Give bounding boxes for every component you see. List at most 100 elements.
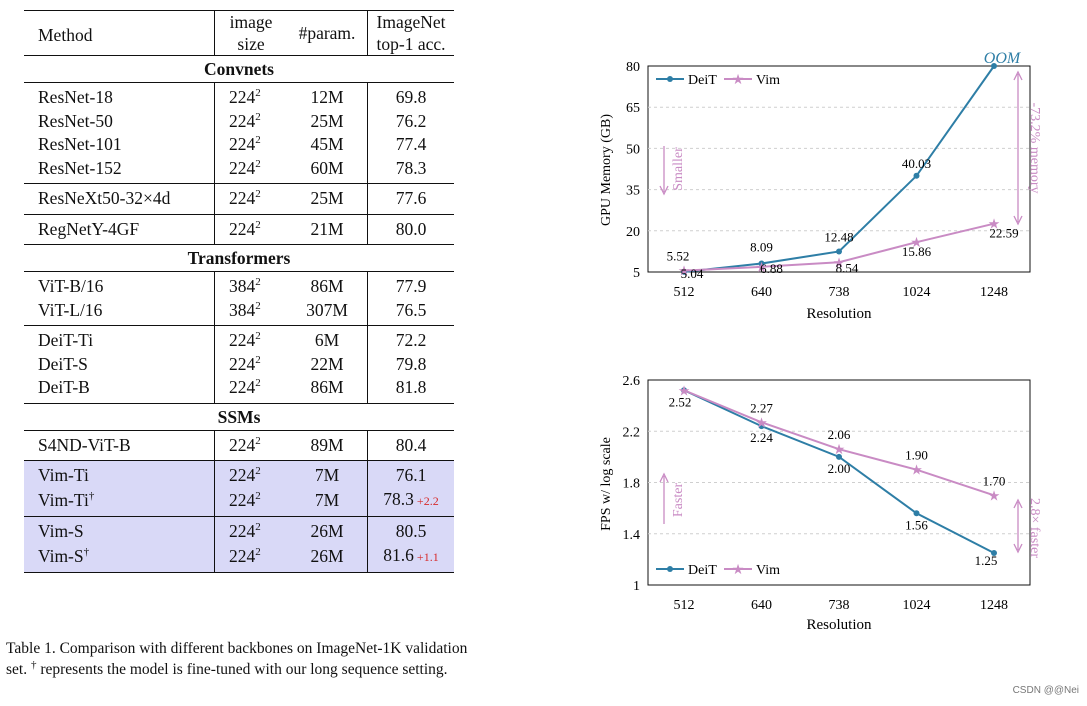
data-label: 40.03 bbox=[902, 156, 931, 171]
table-row: ResNet-50 2242 25M 76.2 bbox=[24, 109, 454, 133]
legend-marker-vim: ★ bbox=[732, 563, 745, 578]
legend-marker-vim: ★ bbox=[732, 73, 745, 88]
legend-label-deit: DeiT bbox=[688, 563, 717, 578]
data-label: 22.59 bbox=[989, 226, 1018, 241]
data-point-deit bbox=[991, 549, 997, 556]
data-label: 2.00 bbox=[828, 461, 851, 476]
table-row: ResNet-152 2242 60M 78.3 bbox=[24, 156, 454, 184]
data-label: 1.90 bbox=[905, 448, 928, 463]
y-tick-label: 20 bbox=[626, 225, 640, 240]
data-point-deit bbox=[758, 260, 765, 267]
header-accuracy: ImageNet top-1 acc. bbox=[367, 10, 454, 56]
legend-marker-deit bbox=[667, 76, 673, 82]
data-point-vim: ★ bbox=[833, 256, 846, 271]
gpu-memory-chart: 5 20 35 50 65 80 512 640 738 1024 1248 GPU Memory… bbox=[599, 50, 1042, 322]
data-point-deit bbox=[836, 453, 842, 460]
data-label: 1.25 bbox=[975, 553, 998, 568]
x-tick-label: 512 bbox=[674, 598, 695, 613]
x-tick-label: 738 bbox=[829, 598, 850, 613]
y-tick-label: 5 bbox=[633, 266, 640, 281]
series: ★ ★ ★ ★ ★ bbox=[678, 63, 1001, 280]
y-axis-label: GPU Memory (GB) bbox=[599, 114, 614, 226]
data-label: 1.70 bbox=[983, 473, 1006, 488]
data-label: 8.54 bbox=[836, 260, 859, 275]
data-labels: 5.04 8.09 12.48 40.03 5.52 6.88 8.54 15.86 22.59 bbox=[667, 156, 1019, 281]
data-point-deit bbox=[913, 510, 920, 517]
header-param: #param. bbox=[287, 10, 368, 56]
speed-gap-label: 2.8× faster bbox=[1027, 498, 1042, 558]
table-row: ResNeXt50-32×4d 2242 25M 77.6 bbox=[24, 183, 454, 214]
oom-label: OOM bbox=[984, 50, 1022, 67]
watermark: CSDN @@Nei bbox=[1012, 685, 1079, 696]
data-label: 5.04 bbox=[681, 266, 704, 281]
data-labels: 2.52 2.24 2.00 1.56 1.25 2.27 2.06 1.90 1.70 bbox=[669, 394, 1006, 568]
data-point-deit bbox=[758, 423, 765, 430]
table-row-highlighted: Vim-Ti 2242 7M 76.1 bbox=[24, 460, 454, 488]
grid bbox=[648, 106, 1030, 232]
data-point-deit bbox=[991, 63, 997, 69]
table-row: ResNet-18 2242 12M 69.8 bbox=[24, 82, 454, 110]
table-row: S4ND-ViT-B 2242 89M 80.4 bbox=[24, 430, 454, 461]
table-row: RegNetY-4GF 2242 21M 80.0 bbox=[24, 213, 454, 245]
data-label: 2.27 bbox=[750, 400, 773, 415]
gain-badge: +2.2 bbox=[416, 493, 439, 508]
table-caption: Table 1. Comparison with different backb… bbox=[6, 640, 468, 678]
y-axis-label: FPS w/ log scale bbox=[599, 437, 614, 531]
data-label: 15.86 bbox=[902, 244, 932, 259]
table-row-highlighted: Vim-S 2242 26M 80.5 bbox=[24, 516, 454, 544]
series-line-vim bbox=[683, 222, 995, 272]
x-tick-label: 640 bbox=[751, 285, 772, 300]
x-tick-label: 1248 bbox=[980, 598, 1008, 613]
x-ticks: 512 640 738 1024 1248 bbox=[674, 285, 1009, 300]
y-tick-label: 65 bbox=[626, 101, 640, 116]
x-ticks: 512 640 738 1024 1248 bbox=[674, 598, 1009, 613]
data-point-vim: ★ bbox=[755, 261, 768, 276]
legend-label-deit: DeiT bbox=[688, 73, 717, 88]
table-row: DeiT-B 2242 86M 81.8 bbox=[24, 376, 454, 403]
y-ticks: 1 1.4 1.8 2.2 2.6 bbox=[623, 374, 641, 594]
data-point-vim: ★ bbox=[910, 236, 923, 251]
legend: DeiT ★ Vim bbox=[656, 73, 780, 88]
data-label: 2.24 bbox=[750, 430, 773, 445]
data-point-vim: ★ bbox=[910, 464, 923, 479]
x-tick-label: 640 bbox=[751, 598, 772, 613]
x-tick-label: 1024 bbox=[903, 285, 931, 300]
data-label: 6.88 bbox=[760, 261, 783, 276]
data-label: 5.52 bbox=[667, 249, 690, 264]
memory-gap-label: -73.2% memory bbox=[1027, 103, 1042, 194]
y-tick-label: 1.4 bbox=[623, 528, 641, 543]
table-row-highlighted: Vim-Ti† 2242 7M 78.3 +2.2 bbox=[24, 487, 454, 517]
section-convnets: Convnets bbox=[24, 55, 454, 83]
table-row: ResNet-101 2242 45M 77.4 bbox=[24, 133, 454, 157]
data-point-deit bbox=[836, 248, 842, 255]
section-ssms: SSMs bbox=[24, 402, 454, 431]
data-label: 2.06 bbox=[828, 427, 851, 442]
x-tick-label: 512 bbox=[674, 285, 695, 300]
y-tick-label: 50 bbox=[626, 142, 640, 157]
data-point-vim: ★ bbox=[678, 384, 691, 399]
table-row: DeiT-S 2242 22M 79.8 bbox=[24, 352, 454, 376]
data-point-vim: ★ bbox=[988, 218, 1001, 233]
x-tick-label: 1248 bbox=[980, 285, 1008, 300]
y-tick-label: 1.8 bbox=[623, 477, 641, 492]
section-transformers: Transformers bbox=[24, 244, 454, 272]
table-row: ViT-B/16 3842 86M 77.9 bbox=[24, 271, 454, 299]
grid bbox=[648, 430, 1030, 535]
plot-frame bbox=[647, 65, 1031, 273]
y-tick-label: 2.2 bbox=[623, 425, 641, 440]
annotation-memory-gap: -73.2% memory bbox=[1013, 70, 1042, 226]
data-point-vim: ★ bbox=[678, 265, 691, 280]
y-tick-label: 2.6 bbox=[623, 374, 641, 389]
header-image-size: image size bbox=[214, 10, 287, 56]
legend-marker-deit bbox=[667, 566, 673, 572]
x-axis-label: Resolution bbox=[806, 306, 872, 322]
series: ★ ★ ★ ★ ★ bbox=[678, 384, 1001, 556]
annotation-smaller: Smaller bbox=[659, 146, 686, 196]
smaller-label: Smaller bbox=[671, 147, 686, 191]
header-method: Method bbox=[24, 10, 215, 56]
data-label: 12.48 bbox=[824, 229, 853, 244]
y-ticks: 5 20 35 50 65 80 bbox=[626, 60, 640, 281]
legend-label-vim: Vim bbox=[756, 563, 780, 578]
y-tick-label: 80 bbox=[626, 60, 640, 75]
data-point-vim: ★ bbox=[988, 489, 1001, 504]
